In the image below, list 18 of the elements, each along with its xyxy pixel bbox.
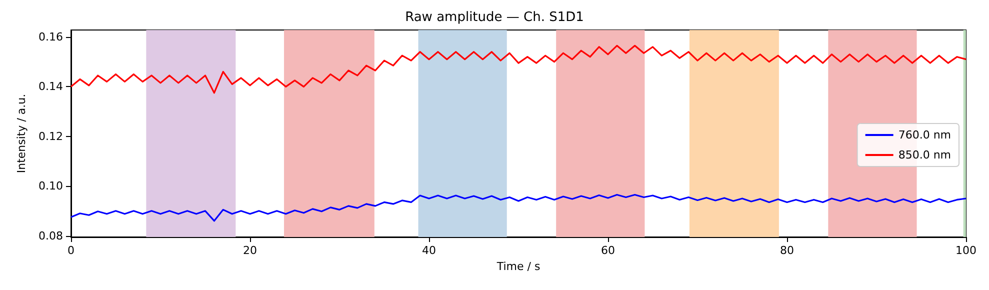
x-tick-label: 80	[780, 244, 794, 257]
y-axis-title: Intensity / a.u.	[15, 94, 28, 174]
legend-label: 850.0 nm	[898, 148, 952, 162]
x-tick-label: 100	[956, 244, 976, 257]
line-series	[70, 44, 967, 94]
y-tick-label: 0.16	[38, 30, 63, 44]
legend-label: 760.0 nm	[898, 128, 952, 142]
y-tick-label: 0.10	[38, 180, 63, 193]
x-tick-label: 20	[243, 244, 257, 257]
y-tick-label: 0.08	[38, 229, 63, 242]
x-tick-label: 40	[422, 244, 436, 257]
x-tick-label: 60	[601, 244, 615, 257]
y-tick-label: 0.14	[38, 80, 63, 94]
y-tick-label: 0.12	[38, 130, 63, 143]
line-series	[70, 194, 967, 222]
x-axis-title: Time / s	[496, 260, 540, 273]
x-tick-label: 0	[68, 244, 74, 257]
chart-title: Raw amplitude — Ch. S1D1	[405, 10, 584, 25]
